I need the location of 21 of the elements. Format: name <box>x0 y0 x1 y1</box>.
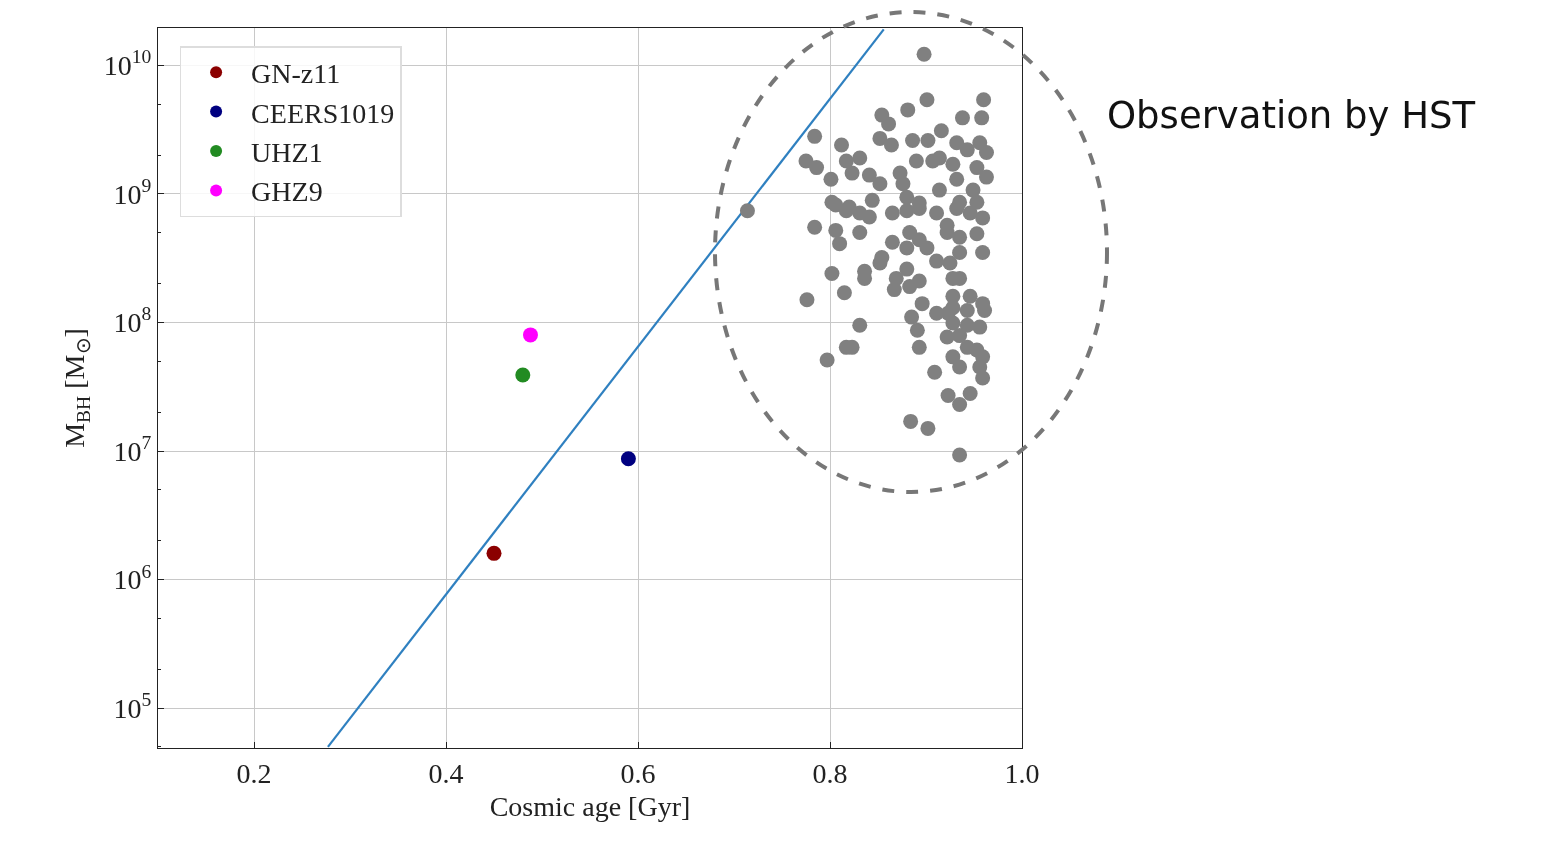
legend-label: CEERS1019 <box>251 97 395 129</box>
y-tick-label: 10$^{9}$ <box>113 174 152 210</box>
text: Observation by HST <box>1107 94 1476 137</box>
x-tick-label: 0.8 <box>812 757 848 789</box>
legend-label: UHZ1 <box>251 136 323 168</box>
x-tick-label: 0.4 <box>428 757 464 789</box>
x-tick-label: 0.2 <box>236 757 272 789</box>
point <box>486 545 502 561</box>
legend-label: GHZ9 <box>251 176 323 208</box>
x-tick-label: 0.6 <box>620 757 656 789</box>
y-tick-label: 10$^{5}$ <box>113 689 152 724</box>
legend-label: GN-z11 <box>251 58 341 90</box>
x-tick-label: 1.0 <box>1004 757 1040 789</box>
point <box>620 451 636 467</box>
y-tick-label: 10$^{6}$ <box>113 560 152 596</box>
x-axis-title: Cosmic age [Gyr] <box>489 790 691 822</box>
point <box>522 327 538 343</box>
y-tick-label: 10$^{10}$ <box>103 46 152 82</box>
y-tick-label: 10$^{7}$ <box>113 432 152 467</box>
point <box>515 367 531 383</box>
y-tick-label: 10$^{8}$ <box>113 303 152 339</box>
